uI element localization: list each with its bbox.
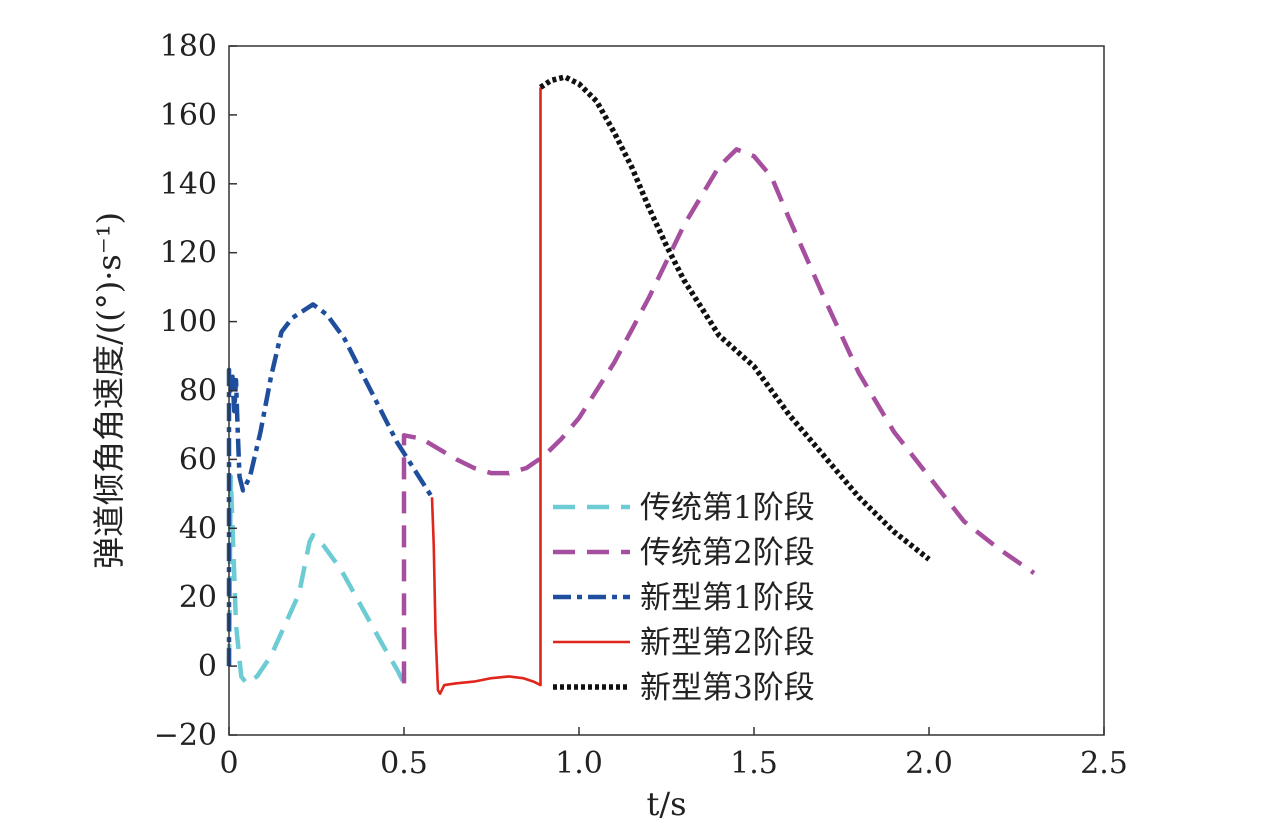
y-tick-label: 60 bbox=[179, 442, 217, 477]
legend-label: 传统第2阶段 bbox=[640, 535, 815, 571]
ticks-layer: 0 0.5 1.0 1.5 2.0 2.5−20020406080100120140160… bbox=[154, 29, 1128, 781]
series-line-2 bbox=[401, 147, 1036, 684]
series-layer bbox=[226, 74, 1036, 695]
x-tick-label: 1.0 bbox=[555, 746, 603, 781]
x-axis-title: t/s bbox=[646, 785, 686, 823]
y-tick-label: 80 bbox=[179, 374, 217, 409]
y-tick-label: 20 bbox=[179, 580, 217, 615]
y-tick-label: 160 bbox=[160, 98, 217, 133]
x-tick-label: 0.5 bbox=[380, 746, 428, 781]
y-tick-label: −20 bbox=[154, 718, 217, 753]
series-line-5 bbox=[538, 74, 931, 562]
legend-label: 传统第1阶段 bbox=[640, 490, 815, 526]
x-tick-label: 1.5 bbox=[730, 746, 778, 781]
y-tick-label: 0 bbox=[198, 649, 217, 684]
legend-label: 新型第2阶段 bbox=[640, 625, 815, 661]
x-tick-label: 2.0 bbox=[905, 746, 953, 781]
series-line-1 bbox=[226, 474, 407, 686]
y-axis-title: 弹道倾角角速度/((°)·s⁻¹) bbox=[90, 212, 128, 569]
y-tick-label: 140 bbox=[160, 167, 217, 202]
legend-label: 新型第3阶段 bbox=[640, 670, 815, 706]
x-tick-label: 0 bbox=[219, 746, 238, 781]
y-tick-label: 100 bbox=[160, 305, 217, 340]
y-tick-label: 180 bbox=[160, 29, 217, 64]
series-line-4 bbox=[430, 87, 542, 695]
legend-label: 新型第1阶段 bbox=[640, 580, 815, 616]
y-tick-label: 40 bbox=[179, 511, 217, 546]
y-tick-label: 120 bbox=[160, 236, 217, 271]
series-line-3 bbox=[226, 302, 434, 667]
x-tick-label: 2.5 bbox=[1080, 746, 1128, 781]
